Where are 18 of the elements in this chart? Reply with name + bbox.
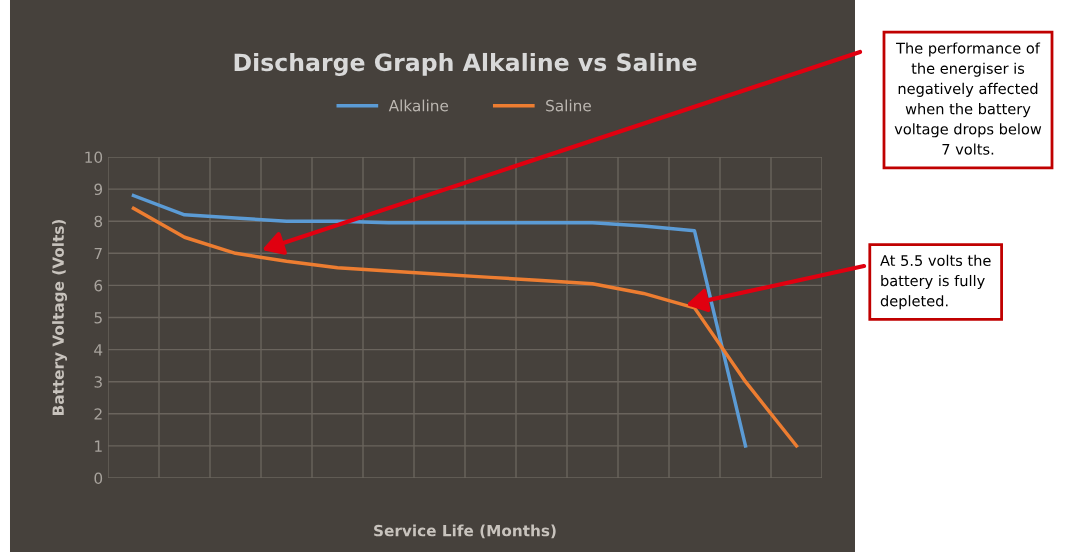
y-tick-label: 5 (94, 312, 102, 324)
chart-title: Discharge Graph Alkaline vs Saline (234, 52, 697, 76)
text: The performance of the energiser is negatively affected when the battery voltage drops below 7 volts. (894, 42, 1042, 155)
y-tick-label: 9 (94, 183, 103, 196)
legend-label: Saline (546, 99, 591, 112)
y-tick-label: 8 (94, 215, 103, 228)
y-tick-label: 0 (94, 472, 103, 485)
y-tick-label: 6 (94, 279, 103, 292)
y-tick-label: 7 (94, 247, 102, 260)
text: At 5.5 volts the battery is fully depleted. (880, 254, 991, 310)
x-axis-title: Service Life (Months) (374, 524, 556, 539)
y-tick-label: 1 (95, 440, 102, 452)
y-tick-label: 4 (94, 344, 103, 356)
y-tick-label: 3 (94, 376, 102, 388)
legend-label: Alkaline (388, 99, 449, 112)
y-axis-title: Battery Voltage (Volts) (52, 219, 68, 415)
y-tick-label: 2 (94, 408, 102, 420)
y-tick-label: 10 (85, 151, 103, 164)
